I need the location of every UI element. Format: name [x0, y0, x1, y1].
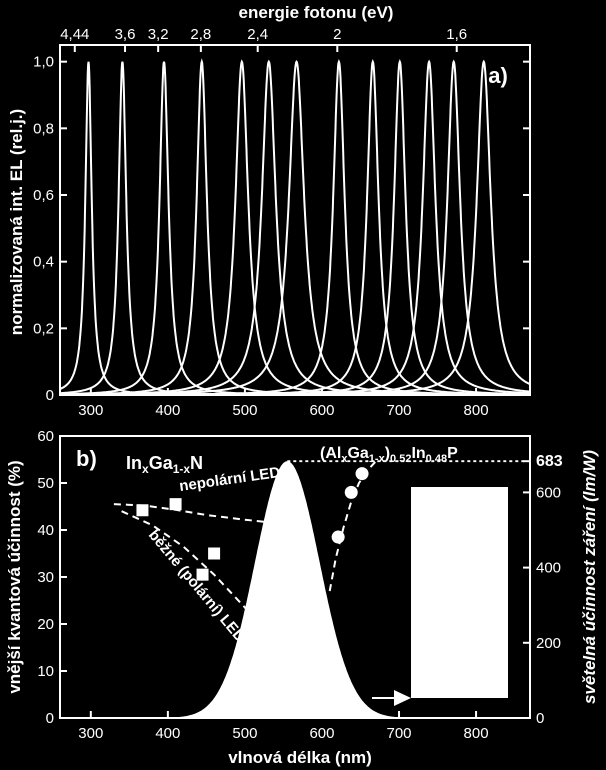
- x-tick-label-b-700: 700: [387, 725, 412, 742]
- x-tick-label-b-400: 400: [155, 725, 180, 742]
- y-tick-label-b-20: 20: [37, 616, 54, 633]
- y-axis-label-b: vnější kvantová účinnost (%): [5, 460, 24, 693]
- top-tick-label-1: 3,6: [115, 26, 136, 43]
- x-tick-label-b-600: 600: [309, 725, 334, 742]
- data-points: [136, 467, 369, 581]
- y-tick-label-b-40: 40: [37, 522, 54, 539]
- y2-axis-label-b: světelná účinnost záření (lm/W): [580, 450, 599, 704]
- panel-a: 300 400 500 600 700 800 0 0,2 0,4 0,6 0,8 1,0 4,44 3,…: [7, 3, 531, 419]
- y-tick-label-a-3: 0,6: [33, 187, 54, 204]
- x-tick-label-a-600: 600: [309, 402, 334, 419]
- x-tick-label-a-500: 500: [232, 402, 257, 419]
- ingan-label: InxGa1-xN: [126, 453, 203, 476]
- x-axis-label-b: vlnová délka (nm): [228, 748, 372, 767]
- y2-tick-label-0: 0: [536, 710, 544, 727]
- y-tick-label-b-60: 60: [37, 428, 54, 445]
- y-tick-label-a-0: 0: [46, 387, 54, 404]
- y-tick-label-a-5: 1,0: [33, 54, 54, 71]
- algainp-data-point: [355, 467, 369, 481]
- y-tick-label-b-50: 50: [37, 475, 54, 492]
- ingan-data-point: [169, 498, 182, 511]
- y-tick-label-a-4: 0,8: [33, 120, 54, 137]
- top-tick-label-0: 4,44: [60, 26, 89, 43]
- panel-label-b: b): [76, 446, 97, 471]
- y2-tick-label-4: 683: [536, 453, 563, 470]
- y-axis-label-a: normalizovaná int. EL (rel.j.): [7, 109, 26, 335]
- arrow-head: [394, 690, 411, 706]
- x-tick-label-b-300: 300: [78, 725, 103, 742]
- luminosity-curve: [152, 461, 461, 718]
- y2-tick-label-3: 600: [536, 484, 561, 501]
- algainp-label: (AlxGa1-x)0.52In0.48P: [320, 445, 458, 465]
- x-tick-label-a-400: 400: [155, 402, 180, 419]
- axis-ticks-b: 300 400 500 600 700 8000102030405060020040060…: [37, 428, 562, 742]
- y-tick-label-a-1: 0,2: [33, 320, 54, 337]
- x-tick-label-b-500: 500: [232, 725, 257, 742]
- top-tick-label-2: 3,2: [148, 26, 169, 43]
- top-tick-label-6: 1,6: [446, 26, 467, 43]
- y-tick-label-a-2: 0,4: [33, 254, 54, 271]
- y-tick-label-b-30: 30: [37, 569, 54, 586]
- y-tick-label-b-0: 0: [46, 710, 54, 727]
- top-axis-label: energie fotonu (eV): [239, 3, 394, 22]
- top-tick-label-3: 2,8: [190, 26, 211, 43]
- ingan-data-point: [136, 504, 149, 517]
- x-tick-label-a-800: 800: [464, 402, 489, 419]
- algainp-data-point: [344, 485, 358, 499]
- y2-tick-label-2: 400: [536, 560, 561, 577]
- x-tick-label-a-700: 700: [387, 402, 412, 419]
- x-tick-label-b-800: 800: [464, 725, 489, 742]
- panel-label-a: a): [488, 63, 508, 88]
- ingan-data-point: [208, 547, 221, 560]
- y-tick-label-b-10: 10: [37, 663, 54, 680]
- plot-frame-a: [59, 44, 531, 396]
- top-tick-label-5: 2: [333, 26, 341, 43]
- axis-ticks-a: 300 400 500 600 700 800 0 0,2 0,4 0,6 0,8 1,0 4,44 3,…: [33, 26, 530, 419]
- algainp-data-point: [331, 530, 345, 544]
- polar-trend-line: [121, 510, 269, 639]
- x-tick-label-a-300: 300: [78, 402, 103, 419]
- inset-panel: [411, 487, 508, 698]
- ingan-data-point: [196, 568, 209, 581]
- y2-tick-label-1: 200: [536, 635, 561, 652]
- top-tick-label-4: 2,4: [247, 26, 268, 43]
